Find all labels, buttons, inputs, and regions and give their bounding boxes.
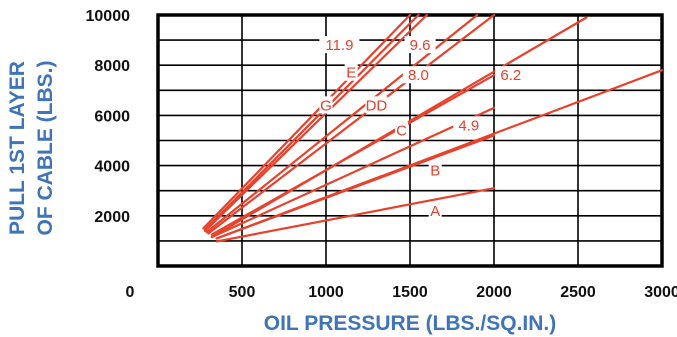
- curve-label-bg: [344, 63, 358, 81]
- curve-label: 8.0: [408, 67, 429, 84]
- curve-label-bg: [365, 96, 388, 114]
- curve-label: 4.9: [458, 117, 479, 134]
- curve-label: B: [430, 163, 440, 180]
- curve-label-bg: [428, 201, 442, 219]
- curve-label: 11.9: [325, 37, 353, 54]
- curve-label-bg: [453, 116, 485, 134]
- y-tick-label: 8000: [94, 58, 130, 75]
- curve-label: 9.6: [410, 37, 431, 54]
- series-line: [207, 13, 496, 235]
- x-tick-label: 3000: [644, 284, 677, 301]
- curve-label: E: [346, 65, 356, 82]
- series-line: [210, 106, 496, 239]
- series-line: [210, 74, 496, 236]
- x-tick-label: 0: [126, 284, 135, 301]
- curve-label: G: [320, 97, 332, 114]
- curve-label: 6.2: [500, 67, 521, 84]
- x-tick-label: 1000: [308, 284, 344, 301]
- series-line: [202, 13, 412, 230]
- curve-label-bg: [495, 66, 527, 84]
- y-tick-label: 4000: [94, 159, 130, 176]
- x-tick-label: 2000: [476, 284, 512, 301]
- x-tick-label: 2500: [560, 284, 596, 301]
- curve-label: C: [396, 122, 407, 139]
- x-tick-label: 1500: [392, 284, 428, 301]
- curve-label: A: [430, 203, 440, 220]
- series-line: [203, 13, 420, 231]
- y-tick-label: 2000: [94, 209, 130, 226]
- curve-label-bg: [402, 66, 434, 84]
- y-tick-label: 6000: [94, 108, 130, 125]
- curve-label-bg: [428, 161, 442, 179]
- y-axis-title-line1: PULL 1ST LAYER: [6, 61, 29, 235]
- x-axis-title: OIL PRESSURE (LBS./SQ.IN.): [264, 312, 556, 335]
- y-axis-title-line2: OF CABLE (LBS.): [34, 61, 57, 236]
- curve-label-bg: [319, 36, 360, 54]
- y-tick-label: 10000: [86, 8, 131, 25]
- curve-label-bg: [319, 96, 333, 114]
- series-line: [215, 187, 496, 243]
- curve-label: DD: [366, 97, 388, 114]
- curve-labels: A B 4.9 C 6.2 DD 8.0 9.6 EG 11.9: [319, 36, 527, 220]
- curve-label-bg: [404, 36, 436, 54]
- series-line: [215, 69, 664, 240]
- x-tick-label: 500: [229, 284, 256, 301]
- curve-label-bg: [395, 121, 409, 139]
- tick-labels: 0 500 1000 1500 2000 2500 3000 2000 4000 6000 8000…: [86, 8, 677, 301]
- series-line: [203, 13, 428, 232]
